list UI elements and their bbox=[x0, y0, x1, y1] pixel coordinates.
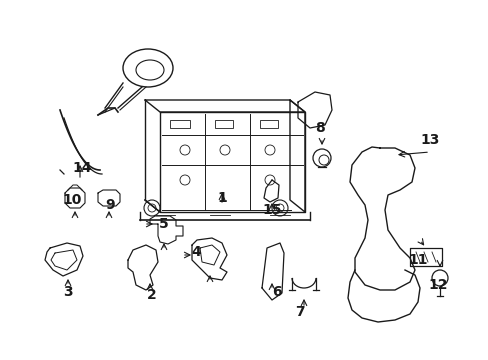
Text: 7: 7 bbox=[295, 305, 304, 319]
Text: 1: 1 bbox=[217, 191, 226, 205]
Text: 2: 2 bbox=[147, 288, 157, 302]
Text: 13: 13 bbox=[420, 133, 439, 147]
Text: 4: 4 bbox=[191, 245, 201, 259]
Text: 15: 15 bbox=[262, 203, 281, 217]
Text: 14: 14 bbox=[72, 161, 92, 175]
Bar bbox=[215, 120, 232, 128]
Text: 6: 6 bbox=[272, 285, 281, 299]
Bar bbox=[170, 120, 190, 128]
Text: 12: 12 bbox=[427, 278, 447, 292]
Text: 8: 8 bbox=[314, 121, 324, 135]
Text: 5: 5 bbox=[159, 217, 168, 231]
Bar bbox=[260, 120, 278, 128]
Text: 11: 11 bbox=[407, 253, 427, 267]
Text: 3: 3 bbox=[63, 285, 73, 299]
Text: 9: 9 bbox=[105, 198, 115, 212]
Text: 10: 10 bbox=[62, 193, 81, 207]
